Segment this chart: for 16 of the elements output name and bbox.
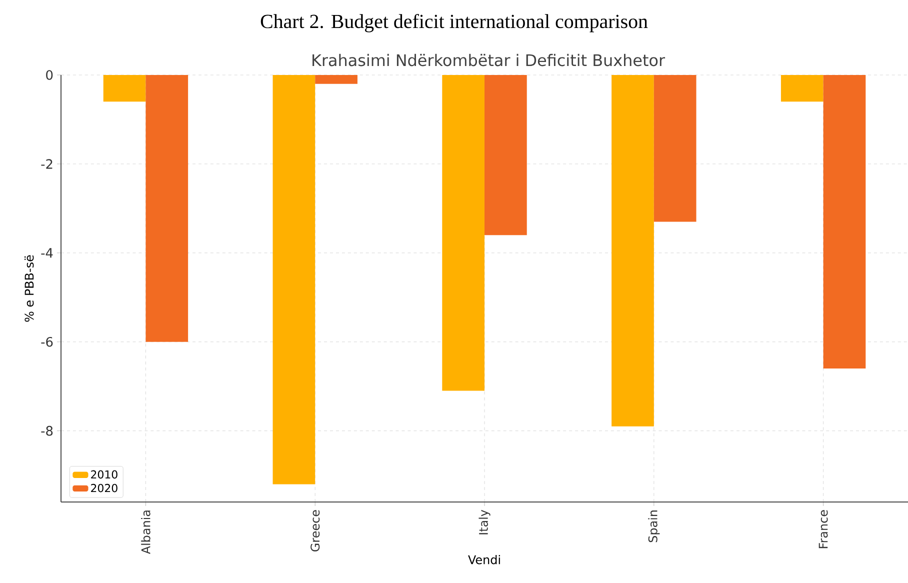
y-tick-label: -2	[41, 159, 52, 169]
y-axis-title: % e PBB-së	[24, 255, 34, 322]
x-axis-title: Vendi	[468, 554, 500, 564]
y-tick-label: -4	[41, 248, 53, 258]
y-tick-label: -8	[41, 426, 53, 436]
x-tick-label: Spain	[648, 510, 660, 542]
x-tick-label: France	[818, 510, 828, 548]
x-tick-label: Greece	[310, 510, 320, 552]
x-tick-label: Italy	[478, 510, 490, 534]
legend-label: 2020	[91, 484, 118, 492]
chart-title: Chart 2. Budget deficit international comparison	[260, 14, 648, 32]
y-tick-label: -6	[41, 336, 53, 347]
y-tick-label: 0	[46, 70, 53, 80]
chart-subtitle: Krahasimi Ndërkombëtar i Deficitit Buxhetor	[312, 54, 666, 66]
x-tick-label: Albania	[141, 510, 150, 554]
legend-label: 2010	[91, 470, 118, 479]
